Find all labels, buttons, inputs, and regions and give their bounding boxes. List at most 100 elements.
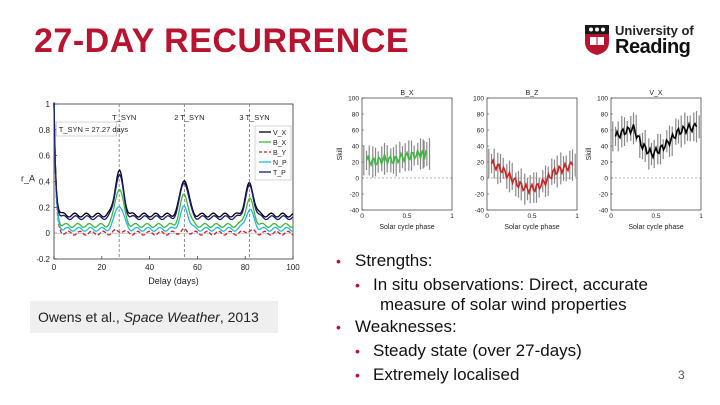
series-line-by	[53, 103, 294, 236]
university-logo: University of Reading	[584, 22, 694, 62]
legend-box	[254, 125, 292, 181]
x-tick-label: 80	[241, 263, 250, 272]
y-tick-label: 40	[352, 144, 360, 151]
bullet-text: Strengths:	[355, 251, 433, 270]
tsyn-label: 2 T_SYN	[174, 113, 204, 122]
y-tick-label: 100	[597, 96, 608, 103]
citation-year: , 2013	[219, 309, 259, 325]
x-tick-label: 0.5	[651, 213, 660, 220]
page-number: 3	[678, 368, 685, 382]
y-tick-label: -20	[350, 192, 360, 199]
bullet-text: In situ observations: Direct, accurate	[373, 275, 648, 294]
y-tick-label: -40	[599, 208, 609, 215]
x-tick-label: 1	[699, 213, 703, 220]
citation-authors: Owens et al.,	[38, 309, 124, 325]
y-tick-label: 0	[355, 176, 359, 183]
y-tick-label: -40	[475, 208, 485, 215]
y-tick-label: -20	[475, 192, 485, 199]
series-line-tp	[53, 102, 294, 221]
y-tick-label: 80	[477, 112, 485, 119]
mini-chart-title: B_Z	[526, 90, 540, 97]
y-tick-label: 1	[46, 100, 51, 109]
bullet-list: • Strengths: • In situ observations: Direc…	[336, 249, 648, 387]
x-tick-label: 0	[52, 263, 57, 272]
slide-title: 27-DAY RECURRENCE	[34, 22, 410, 60]
legend-label: N_P	[273, 160, 287, 167]
y-tick-label: 80	[601, 112, 609, 119]
x-tick-label: 40	[145, 263, 154, 272]
y-tick-label: 20	[352, 160, 360, 167]
bullet-dot-icon: •	[355, 277, 360, 293]
series-line-bx	[53, 102, 294, 229]
citation: Owens et al., Space Weather, 2013	[30, 301, 278, 333]
y-tick-label: 20	[601, 160, 609, 167]
x-tick-label: 0	[609, 213, 613, 220]
plot-frame	[486, 97, 578, 211]
series-line-np	[53, 102, 294, 232]
bullet-item: • In situ observations: Direct, accurate	[336, 273, 648, 297]
y-axis-label: Skill	[337, 147, 344, 160]
y-tick-label: 60	[477, 128, 485, 135]
annotation-box	[56, 121, 117, 137]
y-tick-label: 0.6	[39, 152, 51, 161]
bullet-dot-icon: •	[355, 343, 360, 359]
x-axis-label: Delay (days)	[148, 276, 199, 286]
plot-frame	[610, 97, 702, 211]
y-tick-label: 60	[352, 128, 360, 135]
bullet-text: Weaknesses:	[355, 317, 457, 336]
bullet-text: Extremely localised	[373, 365, 520, 384]
y-tick-label: 0.2	[39, 203, 51, 212]
skill-series-line	[490, 158, 574, 196]
legend-label: T_P	[273, 170, 286, 177]
y-tick-label: 40	[477, 144, 485, 151]
skill-chart-bx: B_X -40 -20 0 20 40 60 80 100 0 0.5 1 Solar cycle ph…	[337, 90, 454, 231]
citation-journal: Space Weather	[123, 309, 220, 325]
y-tick-label: 0.4	[39, 178, 51, 187]
y-tick-label: 100	[348, 96, 359, 103]
x-axis-label: Solar cycle phase	[628, 224, 683, 231]
bullet-text: Steady state (over 27-days)	[373, 341, 582, 360]
bullet-item: • Weaknesses:	[336, 315, 648, 339]
annotation-text: T_SYN = 27.27 days	[59, 125, 129, 134]
x-axis-label: Solar cycle phase	[504, 224, 559, 231]
y-axis-label: r_A	[21, 174, 35, 184]
mini-chart-title: V_X	[649, 90, 663, 97]
x-tick-label: 1	[575, 213, 579, 220]
legend-label: B_X	[273, 140, 287, 147]
skill-chart-vx: V_X -40 -20 0 20 40 60 80 100 0 0.5 1 Solar cycle ph…	[586, 90, 703, 231]
bullet-item: • Strengths:	[336, 249, 648, 273]
bullet-item: • Extremely localised	[336, 363, 648, 387]
university-crest-icon	[585, 25, 609, 55]
y-axis-label: Skill	[586, 147, 593, 160]
y-tick-label: 60	[601, 128, 609, 135]
bullet-dot-icon: •	[336, 253, 341, 269]
skill-series-line	[614, 121, 698, 160]
legend-label: B_Y	[273, 150, 287, 157]
logo-line1: University of	[615, 23, 694, 38]
skill-chart-bz: B_Z -40 -20 0 20 40 60 80 100 0 0.5 1 Solar cycle ph…	[473, 90, 579, 231]
x-tick-label: 1	[450, 213, 454, 220]
y-tick-label: -40	[350, 208, 360, 215]
x-tick-label: 60	[193, 263, 202, 272]
legend-label: V_X	[273, 130, 287, 137]
x-tick-label: 0.5	[527, 213, 536, 220]
y-tick-label: 100	[473, 96, 484, 103]
bullet-text: measure of solar wind properties	[380, 295, 627, 314]
bullet-item: • Steady state (over 27-days)	[336, 339, 648, 363]
y-tick-label: 80	[352, 112, 360, 119]
x-tick-label: 0	[360, 213, 364, 220]
x-tick-label: 0	[485, 213, 489, 220]
tsyn-label: 3 T_SYN	[239, 113, 269, 122]
mini-chart-title: B_X	[400, 90, 414, 97]
y-tick-label: -20	[599, 192, 609, 199]
y-tick-label: 0.8	[39, 126, 51, 135]
logo-line2: Reading	[615, 36, 691, 58]
x-tick-label: 20	[97, 263, 106, 272]
bullet-dot-icon: •	[336, 319, 341, 335]
y-tick-label: 0	[604, 176, 608, 183]
x-axis-label: Solar cycle phase	[379, 224, 434, 231]
tsyn-label: T_SYN	[112, 113, 136, 122]
x-tick-label: 100	[286, 263, 300, 272]
y-tick-label: 0	[480, 176, 484, 183]
